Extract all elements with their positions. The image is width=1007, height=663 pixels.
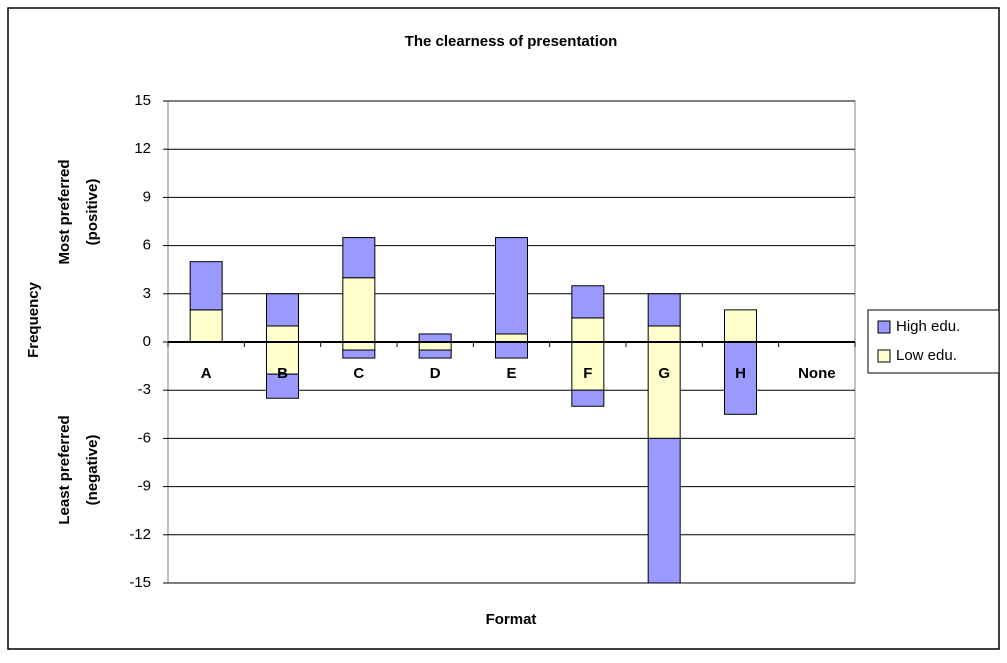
bar bbox=[647, 325, 681, 343]
y-axis-sublabel: Most preferred bbox=[56, 159, 73, 264]
bar bbox=[495, 333, 528, 343]
bar bbox=[342, 237, 376, 279]
bar bbox=[189, 261, 223, 311]
y-tick-label: -9 bbox=[138, 478, 151, 495]
bar bbox=[724, 341, 757, 415]
y-tick-label: 12 bbox=[134, 140, 151, 157]
y-axis-label: Frequency bbox=[25, 281, 42, 358]
x-axis-label: Format bbox=[486, 611, 537, 628]
bar bbox=[418, 349, 452, 359]
bar bbox=[571, 285, 605, 319]
x-tick-label: F bbox=[583, 365, 592, 382]
x-tick-label: None bbox=[798, 365, 836, 382]
y-tick-label: 9 bbox=[143, 188, 151, 205]
bar bbox=[418, 333, 452, 343]
x-tick-label: H bbox=[735, 365, 746, 382]
y-axis-sublabel: (negative) bbox=[84, 435, 101, 506]
bar bbox=[342, 341, 376, 351]
y-tick-label: -6 bbox=[138, 429, 151, 446]
bar bbox=[266, 325, 299, 343]
bar bbox=[189, 309, 223, 343]
x-tick-label: G bbox=[658, 365, 670, 382]
y-axis-sublabel: (positive) bbox=[84, 179, 101, 246]
bar bbox=[418, 341, 452, 351]
y-tick-label: -15 bbox=[129, 574, 151, 591]
bar bbox=[342, 349, 376, 359]
legend-label: Low edu. bbox=[896, 347, 957, 364]
bar bbox=[571, 389, 605, 407]
y-tick-label: -12 bbox=[129, 526, 151, 543]
bar bbox=[571, 317, 605, 343]
bar bbox=[724, 309, 757, 343]
bar bbox=[266, 373, 299, 399]
y-axis-sublabel: Least preferred bbox=[56, 415, 73, 524]
bar bbox=[495, 341, 528, 359]
x-tick-label: C bbox=[353, 365, 364, 382]
bar bbox=[495, 237, 528, 335]
legend-label: High edu. bbox=[896, 318, 960, 335]
y-tick-label: 3 bbox=[143, 285, 151, 302]
bar bbox=[342, 277, 376, 343]
bar bbox=[571, 341, 605, 391]
x-tick-label: A bbox=[201, 365, 212, 382]
x-tick-label: B bbox=[277, 365, 288, 382]
bar bbox=[647, 437, 681, 584]
y-tick-label: 0 bbox=[143, 333, 151, 350]
legend-swatch bbox=[877, 320, 891, 334]
bar bbox=[266, 293, 299, 327]
bar bbox=[647, 341, 681, 439]
x-tick-label: E bbox=[506, 365, 516, 382]
x-tick-label: D bbox=[430, 365, 441, 382]
bar bbox=[647, 293, 681, 327]
y-tick-label: -3 bbox=[138, 381, 151, 398]
y-tick-label: 15 bbox=[134, 92, 151, 109]
legend-swatch bbox=[877, 349, 891, 363]
y-tick-label: 6 bbox=[143, 237, 151, 254]
chart-title: The clearness of presentation bbox=[405, 33, 618, 50]
